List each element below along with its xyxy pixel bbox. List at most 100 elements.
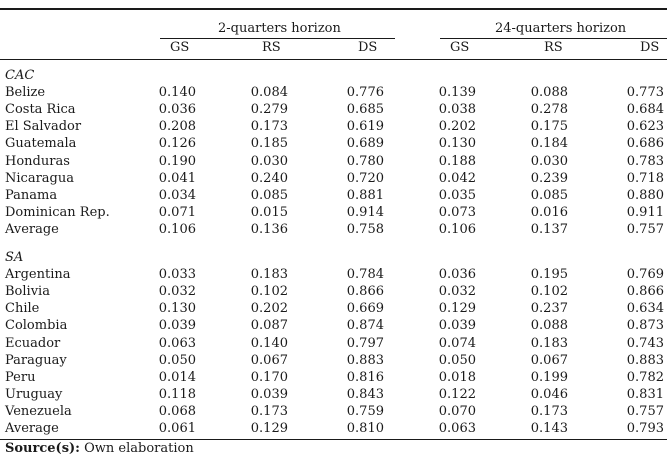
row-label: Peru xyxy=(5,369,36,385)
row-label: Average xyxy=(5,421,59,436)
row-label: Venezuela xyxy=(5,403,72,419)
table-row: Colombia 0.039 0.087 0.874 0.039 0.088 0.873 xyxy=(0,317,672,334)
table-cell: 0.084 xyxy=(250,85,288,101)
table-cell: 0.743 xyxy=(626,335,664,351)
row-label: Colombia xyxy=(5,318,68,334)
table-cell: 0.039 xyxy=(438,318,476,334)
table-cell: 0.185 xyxy=(250,136,288,152)
table-cell: 0.782 xyxy=(626,369,664,385)
table-cell: 0.039 xyxy=(250,386,288,402)
table-cell: 0.088 xyxy=(530,318,568,334)
table-row: Average 0.106 0.136 0.758 0.106 0.137 0.757 xyxy=(0,221,672,238)
table-row: Ecuador 0.063 0.140 0.797 0.074 0.183 0.743 xyxy=(0,335,672,352)
table-cell: 0.106 xyxy=(158,221,196,237)
table-cell: 0.239 xyxy=(530,170,568,186)
row-label: Costa Rica xyxy=(5,102,76,118)
table-cell: 0.183 xyxy=(250,267,288,283)
table-cell: 0.030 xyxy=(250,153,288,169)
row-label: Honduras xyxy=(5,153,70,169)
group-header-2q: 2-quarters horizon xyxy=(218,21,341,36)
table-row: Paraguay 0.050 0.067 0.883 0.050 0.067 0.883 xyxy=(0,352,672,369)
table-cell: 0.140 xyxy=(158,85,196,101)
table-cell: 0.816 xyxy=(346,369,384,385)
table-cell: 0.279 xyxy=(250,102,288,118)
bottom-rule xyxy=(0,439,667,440)
table-cell: 0.018 xyxy=(438,369,476,385)
table-cell: 0.137 xyxy=(530,221,568,237)
col-header-ds-2q: DS xyxy=(358,40,378,55)
table-cell: 0.769 xyxy=(626,267,664,283)
table-cell: 0.063 xyxy=(438,421,476,436)
table-row: Chile 0.130 0.202 0.669 0.129 0.237 0.634 xyxy=(0,300,672,317)
table-cell: 0.130 xyxy=(438,136,476,152)
table-cell: 0.136 xyxy=(250,221,288,237)
table-cell: 0.634 xyxy=(626,301,664,317)
table-cell: 0.129 xyxy=(438,301,476,317)
table-cell: 0.139 xyxy=(438,85,476,101)
col-header-rs-24q: RS xyxy=(544,40,563,55)
table-cell: 0.038 xyxy=(438,102,476,118)
table-cell: 0.071 xyxy=(158,204,196,220)
table-row: Argentina 0.033 0.183 0.784 0.036 0.195 0.769 xyxy=(0,266,672,283)
table-cell: 0.757 xyxy=(626,403,664,419)
table-cell: 0.773 xyxy=(626,85,664,101)
table-cell: 0.686 xyxy=(626,136,664,152)
row-label: Dominican Rep. xyxy=(5,204,110,220)
group-underline-2q xyxy=(160,38,395,39)
table-cell: 0.061 xyxy=(158,421,196,436)
table-row: El Salvador 0.208 0.173 0.619 0.202 0.175 0.62… xyxy=(0,118,672,135)
row-label: Belize xyxy=(5,85,46,101)
table-cell: 0.170 xyxy=(250,369,288,385)
table-cell: 0.776 xyxy=(346,85,384,101)
table-cell: 0.684 xyxy=(626,102,664,118)
table-cell: 0.883 xyxy=(346,352,384,368)
table-cell: 0.036 xyxy=(158,102,196,118)
row-label: Nicaragua xyxy=(5,170,74,186)
table-cell: 0.173 xyxy=(530,403,568,419)
table-cell: 0.202 xyxy=(438,119,476,135)
table-row: Costa Rica 0.036 0.279 0.685 0.038 0.278 0.684 xyxy=(0,101,672,118)
table-cell: 0.106 xyxy=(438,221,476,237)
table-cell: 0.088 xyxy=(530,85,568,101)
table-cell: 0.140 xyxy=(250,335,288,351)
table-cell: 0.188 xyxy=(438,153,476,169)
row-label: Average xyxy=(5,221,59,237)
table-cell: 0.074 xyxy=(438,335,476,351)
table-cell: 0.085 xyxy=(250,187,288,203)
table-row: Venezuela 0.068 0.173 0.759 0.070 0.173 0.757 xyxy=(0,403,672,420)
table-cell: 0.070 xyxy=(438,403,476,419)
table-cell: 0.866 xyxy=(346,284,384,300)
table-cell: 0.669 xyxy=(346,301,384,317)
table-cell: 0.199 xyxy=(530,369,568,385)
table-cell: 0.619 xyxy=(346,119,384,135)
table-cell: 0.278 xyxy=(530,102,568,118)
col-header-gs-24q: GS xyxy=(450,40,470,55)
table-cell: 0.793 xyxy=(626,421,664,436)
table-cell: 0.126 xyxy=(158,136,196,152)
table-cell: 0.689 xyxy=(346,136,384,152)
table-cell: 0.718 xyxy=(626,170,664,186)
header-rule xyxy=(0,59,667,60)
table-cell: 0.042 xyxy=(438,170,476,186)
group-header-24q: 24-quarters horizon xyxy=(495,21,627,36)
top-rule xyxy=(0,8,667,10)
table-cell: 0.874 xyxy=(346,318,384,334)
table-cell: 0.720 xyxy=(346,170,384,186)
table-cell: 0.758 xyxy=(346,221,384,237)
table-row: Guatemala 0.126 0.185 0.689 0.130 0.184 0.686 xyxy=(0,135,672,152)
table-row: Nicaragua 0.041 0.240 0.720 0.042 0.239 0.718 xyxy=(0,170,672,187)
table-cell: 0.797 xyxy=(346,335,384,351)
table-cell: 0.073 xyxy=(438,204,476,220)
col-header-ds-24q: DS xyxy=(640,40,660,55)
row-label: Panama xyxy=(5,187,58,203)
table-row: Uruguay 0.118 0.039 0.843 0.122 0.046 0.831 xyxy=(0,386,672,403)
table-cell: 0.195 xyxy=(530,267,568,283)
table-cell: 0.175 xyxy=(530,119,568,135)
table-cell: 0.237 xyxy=(530,301,568,317)
row-label: Bolivia xyxy=(5,284,50,300)
table-cell: 0.085 xyxy=(530,187,568,203)
row-label: Uruguay xyxy=(5,386,63,402)
table-cell: 0.757 xyxy=(626,221,664,237)
row-label: Guatemala xyxy=(5,136,77,152)
table-cell: 0.039 xyxy=(158,318,196,334)
